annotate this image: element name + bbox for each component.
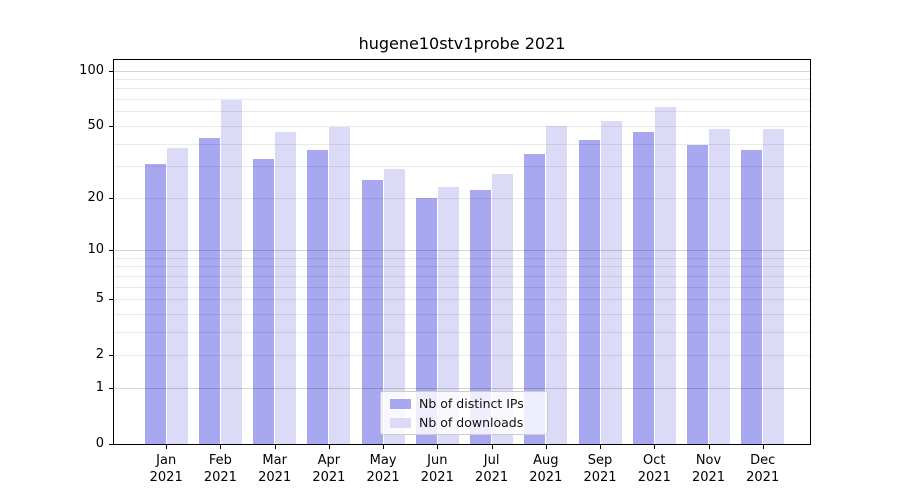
x-tick-label: May 2021 (366, 453, 400, 485)
bar-distinct-ips (307, 149, 329, 444)
x-tick-label: Mar 2021 (258, 453, 292, 485)
y-tick-label: 0 (95, 436, 104, 451)
x-tick-label: Sep 2021 (583, 453, 617, 485)
legend: Nb of distinct IPs Nb of downloads (380, 391, 548, 435)
bar-downloads (546, 125, 568, 444)
gridline (114, 387, 810, 389)
gridline (114, 99, 810, 100)
gridline (114, 249, 810, 251)
x-tick-label: Dec 2021 (746, 453, 780, 485)
bar-distinct-ips (415, 197, 437, 444)
x-tick (220, 445, 222, 449)
y-tick (109, 70, 113, 72)
bar-distinct-ips (687, 145, 708, 444)
gridline (114, 331, 810, 333)
gridline (114, 143, 810, 145)
bar-distinct-ips (253, 158, 275, 444)
y-tick (109, 355, 113, 357)
legend-item-distinct-ips: Nb of distinct IPs (381, 395, 547, 412)
bar-downloads (600, 121, 622, 444)
y-tick (109, 299, 113, 300)
x-tick (762, 445, 764, 449)
legend-item-downloads: Nb of downloads (381, 414, 547, 431)
x-tick (274, 445, 276, 449)
y-tick-label: 50 (87, 117, 104, 133)
chart-title: hugene10stv1probe 2021 (358, 34, 566, 53)
x-tick (328, 445, 330, 449)
bar-distinct-ips (524, 153, 546, 444)
gridline (114, 275, 810, 277)
x-tick-label: Jun 2021 (420, 453, 454, 485)
x-tick-label: Jan 2021 (149, 453, 183, 485)
legend-swatch-downloads-icon (390, 417, 411, 428)
y-tick-label: 1 (95, 379, 104, 395)
bar-downloads (383, 168, 405, 444)
bar-distinct-ips (144, 163, 166, 444)
bar-downloads (329, 127, 351, 444)
x-tick (383, 445, 385, 449)
gridline (114, 197, 810, 199)
x-tick-label: Oct 2021 (637, 453, 671, 485)
x-tick (545, 445, 547, 449)
y-tick (109, 249, 113, 251)
y-tick (109, 444, 113, 445)
x-tick (708, 445, 710, 449)
gridline (114, 70, 810, 72)
legend-swatch-distinct-ips-icon (390, 398, 411, 409)
bar-downloads (275, 132, 297, 444)
x-tick-label: Apr 2021 (312, 453, 346, 485)
y-tick-label: 20 (87, 189, 104, 205)
gridline (114, 299, 810, 300)
gridline (114, 78, 810, 80)
x-tick (600, 445, 601, 449)
bar-distinct-ips (361, 180, 383, 444)
bar-distinct-ips (578, 139, 600, 444)
bar-distinct-ips (470, 190, 492, 444)
bar-downloads (220, 100, 242, 444)
x-tick (654, 445, 656, 449)
gridline (114, 355, 810, 357)
x-tick-label: Feb 2021 (203, 453, 237, 485)
y-tick (109, 197, 113, 199)
x-tick (437, 445, 439, 449)
bar-downloads (763, 129, 785, 444)
gridline (114, 111, 810, 113)
gridline (114, 286, 810, 288)
bar-downloads (654, 107, 676, 444)
gridline (114, 266, 810, 268)
x-tick-label: Jul 2021 (475, 453, 509, 485)
bar-downloads (437, 186, 459, 444)
x-tick (491, 445, 493, 449)
legend-label-distinct-ips: Nb of distinct IPs (419, 396, 524, 411)
y-tick-label: 2 (95, 347, 104, 363)
x-tick-label: Aug 2021 (529, 453, 563, 485)
bar-distinct-ips (741, 149, 763, 444)
x-tick (166, 445, 168, 449)
bar-downloads (709, 129, 730, 444)
y-tick (109, 387, 113, 389)
gridline (114, 125, 810, 127)
y-tick (109, 125, 113, 127)
y-tick-label: 100 (79, 62, 104, 78)
gridline (114, 257, 810, 259)
x-tick-label: Nov 2021 (691, 453, 726, 485)
gridline (114, 166, 810, 168)
y-tick-label: 5 (95, 291, 104, 306)
y-tick-label: 10 (87, 241, 104, 257)
bar-downloads (166, 147, 188, 444)
bar-downloads (492, 174, 514, 444)
gridline (114, 313, 810, 315)
bar-distinct-ips (632, 132, 654, 444)
legend-label-downloads: Nb of downloads (419, 415, 524, 430)
gridline (114, 88, 810, 90)
bar-distinct-ips (198, 137, 220, 444)
